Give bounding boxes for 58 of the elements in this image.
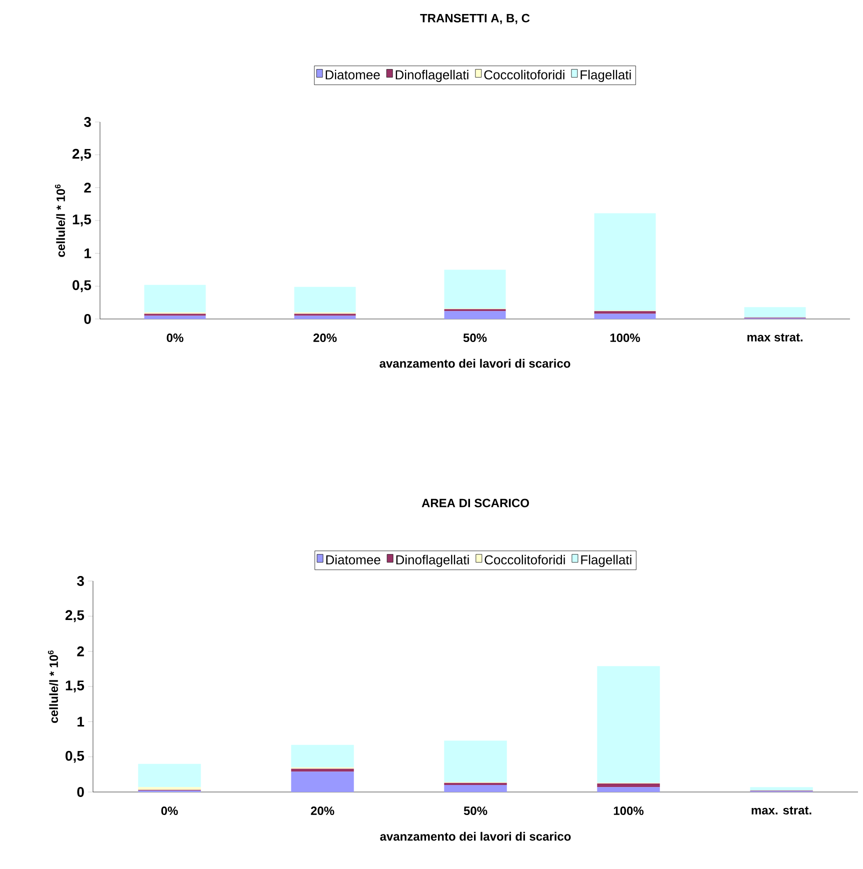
chart-title: AREA DI SCARICO <box>422 498 529 508</box>
bar <box>144 284 206 312</box>
bar <box>750 787 813 791</box>
bar <box>594 314 656 319</box>
bar <box>744 307 806 318</box>
bar <box>597 787 660 792</box>
legend-label: Flagellati <box>581 554 632 567</box>
y-axis-title: cellule/l * 10$^{6}$ <box>48 650 58 723</box>
y-tick-label: 2,5 <box>72 148 92 161</box>
bar <box>444 784 507 792</box>
bar <box>291 744 354 768</box>
legend-label: Flagellati <box>580 70 631 82</box>
y-tick-label: 1 <box>84 248 92 258</box>
x-tick-label: 0% <box>161 806 178 816</box>
legend-label: Dinoflagellati <box>396 554 469 567</box>
y-tick-label: 2 <box>84 182 91 193</box>
bar <box>444 311 506 319</box>
y-tick-label: 0 <box>84 314 91 324</box>
x-tick-label: max. strat. <box>752 806 812 814</box>
bar <box>597 666 660 783</box>
x-tick-label: 100% <box>610 334 640 342</box>
y-tick-label: 3 <box>76 576 84 586</box>
legend-label: Coccolitoforidi <box>484 70 564 80</box>
y-tick-label: 2 <box>77 646 84 656</box>
bar <box>291 772 354 792</box>
y-tick-label: 1,5 <box>72 214 92 226</box>
x-tick-label: 20% <box>310 806 334 816</box>
bar <box>294 316 356 319</box>
y-tick-label: 3 <box>84 117 91 127</box>
bar <box>144 316 206 319</box>
y-tick-label: 2,5 <box>65 610 84 622</box>
bar <box>594 213 656 310</box>
y-tick-label: 1 <box>78 716 84 726</box>
x-tick-label: 100% <box>614 806 644 816</box>
y-tick-label: 0 <box>77 787 84 797</box>
bar <box>138 787 201 790</box>
bar <box>594 311 656 314</box>
chart-title: TRANSETTI A, B, C <box>420 14 530 24</box>
legend-label: Coccolitoforidi <box>484 554 565 564</box>
x-axis-title: avanzamento dei lavori di scarico <box>380 358 570 368</box>
y-tick-label: 0,5 <box>66 750 84 763</box>
x-tick-label: max strat. <box>747 334 803 342</box>
bar <box>138 764 201 788</box>
x-axis-title: avanzamento dei lavori di scarico <box>380 832 571 841</box>
legend-label: Diatomee <box>326 554 380 564</box>
x-tick-label: 50% <box>464 806 488 816</box>
legend-label: Dinoflagellati <box>396 70 468 82</box>
y-tick-label: 0,5 <box>72 280 92 292</box>
bar <box>294 286 356 312</box>
legend-label: Diatomee <box>326 70 380 80</box>
bar <box>597 784 660 788</box>
x-tick-label: 20% <box>313 334 337 342</box>
y-axis-title: cellule/l * 10$^{6}$ <box>54 184 66 257</box>
bar <box>444 740 507 782</box>
y-tick-label: 1,5 <box>66 680 84 692</box>
x-tick-label: 0% <box>166 334 184 342</box>
bar <box>444 270 506 308</box>
x-tick-label: 50% <box>463 334 487 342</box>
